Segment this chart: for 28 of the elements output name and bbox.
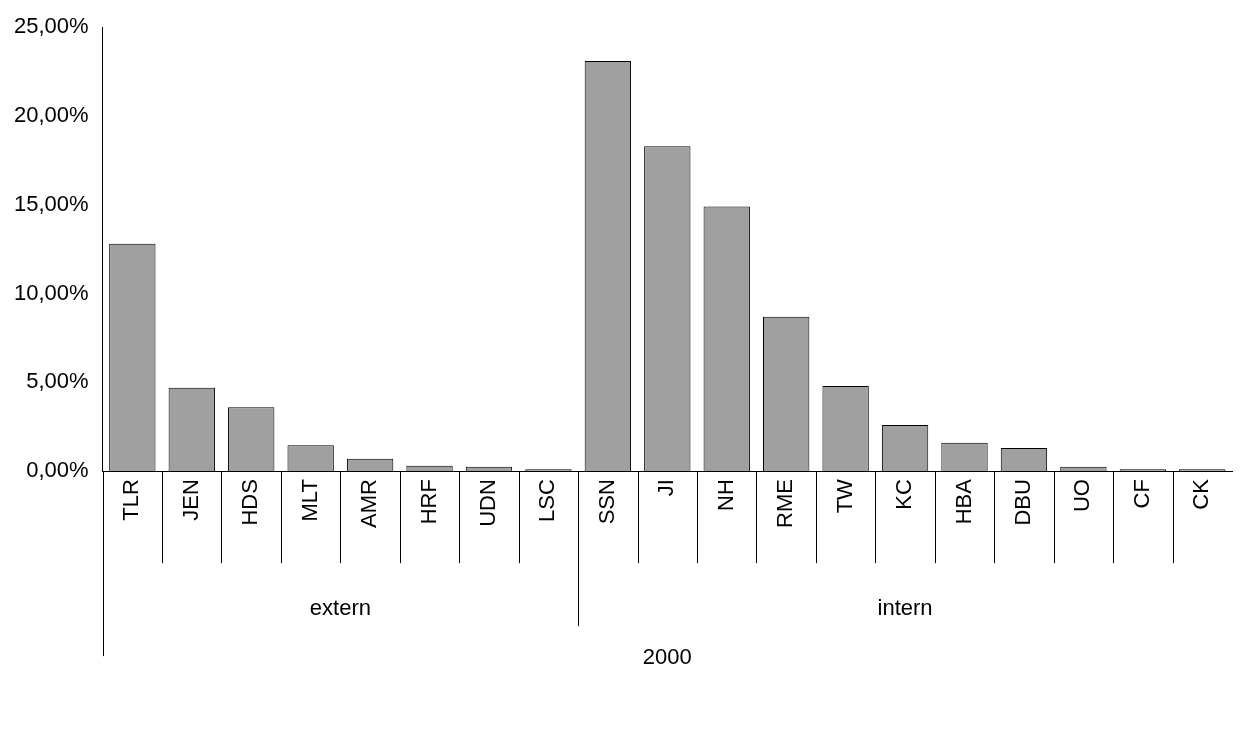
x-tick-label: RME bbox=[772, 479, 798, 528]
x-tick-label: NH bbox=[712, 479, 738, 511]
y-tick-label: 25,00% bbox=[13, 13, 89, 39]
x-tick-label: HBA bbox=[950, 478, 976, 525]
x-tick-label: TLR bbox=[118, 479, 144, 521]
text: 2000 bbox=[642, 644, 692, 670]
x-tick-label: SSN bbox=[593, 479, 619, 525]
x-tick-label: UO bbox=[1069, 479, 1095, 513]
y-tick-label: 5,00% bbox=[26, 368, 89, 394]
y-tick-label: 15,00% bbox=[13, 190, 89, 216]
y-tick-label: 0,00% bbox=[26, 457, 89, 483]
x-tick-label: LSC bbox=[534, 479, 560, 522]
x-tick-label: MLT bbox=[296, 479, 322, 522]
x-tick-label: JEN bbox=[177, 479, 203, 521]
text: extern bbox=[309, 595, 371, 621]
x-tick-label: JI bbox=[653, 479, 679, 497]
x-tick-label: AMR bbox=[356, 479, 382, 528]
x-tick-label: KC bbox=[891, 479, 917, 510]
y-tick-label: 10,00% bbox=[13, 279, 89, 305]
text: intern bbox=[877, 595, 933, 621]
x-tick-label: DBU bbox=[1010, 479, 1036, 526]
y-tick-label: 20,00% bbox=[13, 102, 89, 128]
x-tick-label: CF bbox=[1128, 479, 1154, 509]
x-tick-label: TW bbox=[831, 478, 857, 514]
x-tick-label: HRF bbox=[415, 479, 441, 525]
x-tick-label: HDS bbox=[237, 479, 263, 526]
x-tick-label: UDN bbox=[475, 479, 501, 527]
x-tick-label: CK bbox=[1188, 478, 1214, 510]
